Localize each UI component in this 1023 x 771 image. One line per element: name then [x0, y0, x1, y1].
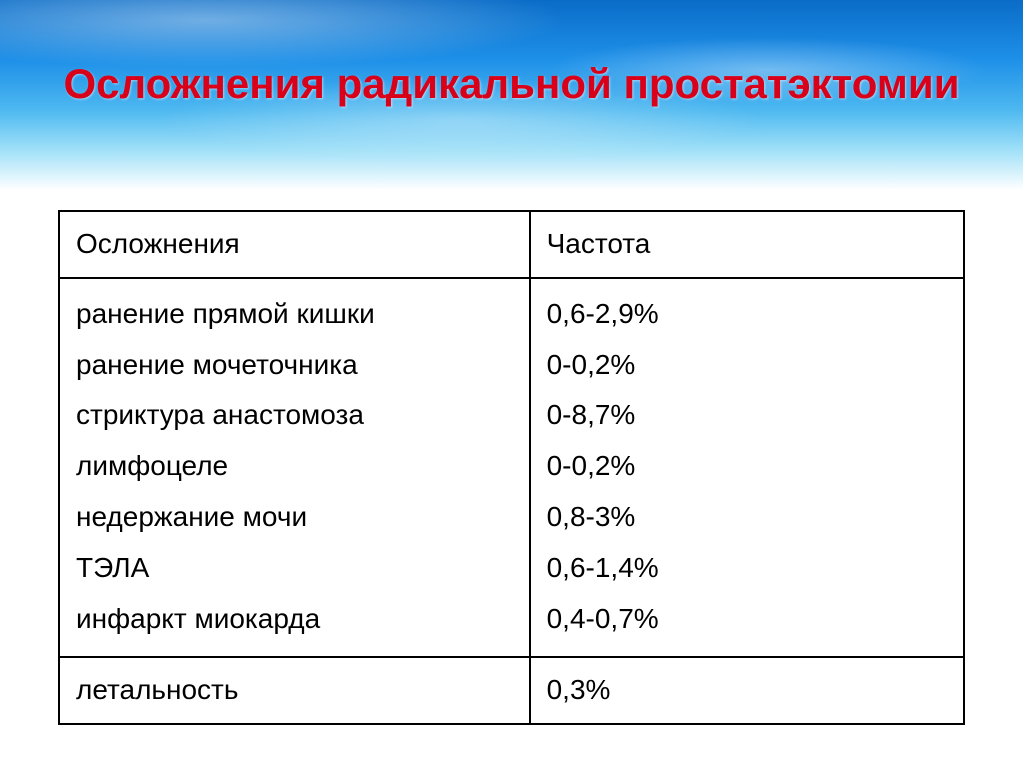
table-header-row: Осложнения Частота: [59, 211, 964, 278]
complication-label: недержание мочи: [76, 492, 513, 543]
table-footer-row: летальность 0,3%: [59, 657, 964, 724]
frequency-value: 0,6-1,4%: [547, 543, 947, 594]
slide-title: Осложнения радикальной простатэктомии: [0, 58, 1023, 111]
frequency-value: 0-8,7%: [547, 390, 947, 441]
header-frequency: Частота: [530, 211, 964, 278]
complications-list-cell: ранение прямой кишки ранение мочеточника…: [59, 278, 530, 658]
header-complication: Осложнения: [59, 211, 530, 278]
complication-label: ранение мочеточника: [76, 340, 513, 391]
complication-label: стриктура анастомоза: [76, 390, 513, 441]
complications-table: Осложнения Частота ранение прямой кишки …: [58, 210, 965, 725]
frequencies-list-cell: 0,6-2,9% 0-0,2% 0-8,7% 0-0,2% 0,8-3% 0,6…: [530, 278, 964, 658]
footer-value: 0,3%: [530, 657, 964, 724]
footer-label: летальность: [59, 657, 530, 724]
slide: Осложнения радикальной простатэктомии Ос…: [0, 0, 1023, 771]
complication-label: лимфоцеле: [76, 441, 513, 492]
complication-label: инфаркт миокарда: [76, 594, 513, 645]
frequency-value: 0,8-3%: [547, 492, 947, 543]
complications-table-wrap: Осложнения Частота ранение прямой кишки …: [58, 210, 965, 725]
table-body-row: ранение прямой кишки ранение мочеточника…: [59, 278, 964, 658]
frequency-value: 0-0,2%: [547, 340, 947, 391]
complication-label: ранение прямой кишки: [76, 289, 513, 340]
frequency-value: 0,6-2,9%: [547, 289, 947, 340]
complication-label: ТЭЛА: [76, 543, 513, 594]
frequency-value: 0-0,2%: [547, 441, 947, 492]
frequency-value: 0,4-0,7%: [547, 594, 947, 645]
